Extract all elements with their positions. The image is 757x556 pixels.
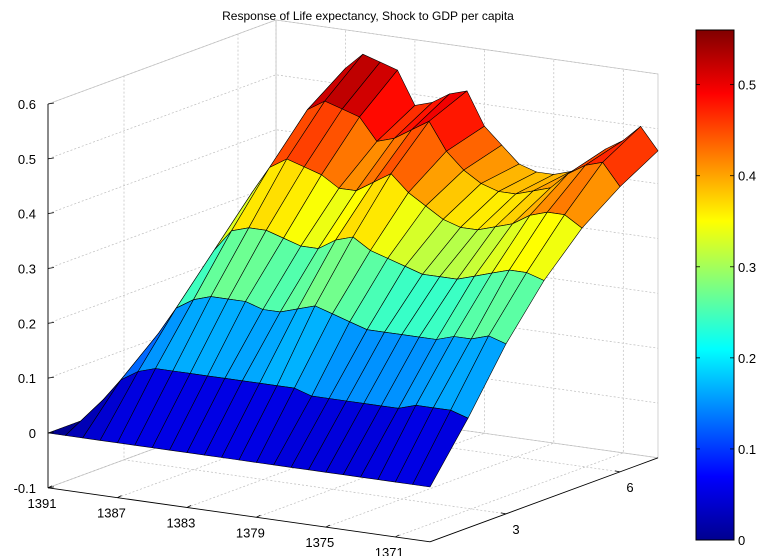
year-tick-mark xyxy=(395,534,400,538)
z-tick-mark xyxy=(47,157,55,160)
year-tick-mark xyxy=(47,485,53,489)
horizon-axis-ticks: 36 xyxy=(500,470,634,537)
colorbar-tick-label: 0.5 xyxy=(738,78,756,93)
z-grid-line xyxy=(47,293,659,379)
horizon-tick-mark xyxy=(500,512,507,515)
colorbar-tick-label: 0.2 xyxy=(738,351,756,366)
year-grid-line xyxy=(117,29,346,499)
year-axis-ticks: 1391 1387 1383 1379 1375 1371 xyxy=(28,485,404,556)
year-axis-line xyxy=(47,487,431,543)
z-tick-label: 0.2 xyxy=(18,316,36,331)
horizon-tick-label: 3 xyxy=(512,522,519,537)
year-tick-mark xyxy=(256,514,261,518)
colorbar-tick-label: 0.4 xyxy=(738,169,756,184)
z-tick-mark xyxy=(47,376,55,379)
grid-lines xyxy=(47,19,659,538)
year-tick-label: 1379 xyxy=(236,525,265,540)
z-tick-mark xyxy=(47,267,55,269)
colorbar-ticks: 0 0.1 0.2 0.3 0.4 0.5 xyxy=(696,78,756,548)
z-grid-line xyxy=(47,129,659,215)
z-tick-mark xyxy=(47,321,55,324)
horizon-tick-label: 6 xyxy=(626,480,633,495)
year-tick-label: 1371 xyxy=(375,545,404,556)
year-tick-label: 1375 xyxy=(305,535,334,550)
horizon-axis-line xyxy=(429,457,659,543)
z-tick-label: -0.1 xyxy=(14,481,36,496)
horizon-grid-line xyxy=(123,76,507,515)
year-tick-label: 1383 xyxy=(166,515,195,530)
colorbar-tick-label: 0.3 xyxy=(738,260,756,275)
year-grid-line xyxy=(256,49,485,518)
z-axis-ticks: -0.1 0 0.1 0.2 0.3 0.4 0.5 0.6 xyxy=(14,97,55,496)
year-grid-line xyxy=(395,69,624,538)
surface-patch xyxy=(412,409,469,488)
year-tick-mark xyxy=(186,505,192,508)
year-tick-mark xyxy=(325,524,330,528)
chart-title: Response of Life expectancy, Shock to GD… xyxy=(222,9,514,23)
z-tick-label: 0 xyxy=(29,426,36,441)
colorbar-tick-label: 0.1 xyxy=(738,442,756,457)
z-tick-mark xyxy=(47,102,55,105)
z-tick-label: 0.1 xyxy=(18,371,36,386)
year-tick-label: 1391 xyxy=(28,496,57,511)
year-tick-label: 1387 xyxy=(97,506,126,521)
z-tick-mark xyxy=(47,212,55,215)
colorbar: 0 0.1 0.2 0.3 0.4 0.5 xyxy=(695,29,756,548)
year-tick-mark xyxy=(117,495,122,499)
z-tick-label: 0.5 xyxy=(18,152,36,167)
colorbar-gradient xyxy=(695,29,735,541)
surface-patches xyxy=(47,53,659,488)
horizon-tick-mark xyxy=(614,470,621,473)
z-tick-label: 0.3 xyxy=(18,262,36,277)
colorbar-tick-label: 0 xyxy=(738,533,745,548)
z-tick-label: 0.4 xyxy=(18,207,36,222)
z-tick-mark xyxy=(47,431,55,434)
z-tick-label: 0.6 xyxy=(18,97,36,112)
z-grid-line xyxy=(47,74,659,160)
